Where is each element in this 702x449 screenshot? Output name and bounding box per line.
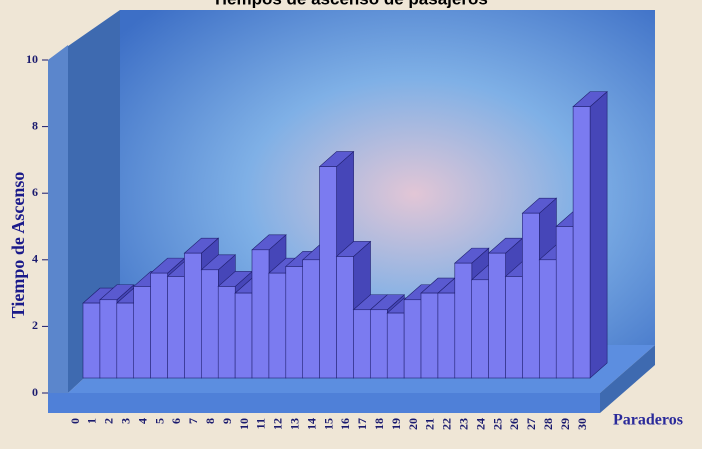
x-tick-label: 13 (287, 418, 301, 430)
y-tick-label: 0 (32, 385, 38, 399)
x-axis-title: Paraderos (613, 412, 683, 429)
x-tick-label: 19 (389, 418, 403, 430)
left-wall-edge (48, 45, 68, 393)
bar (572, 106, 591, 379)
x-tick-label: 5 (152, 418, 166, 424)
bar (319, 166, 337, 379)
x-tick-label: 1 (85, 418, 99, 424)
x-tick-label: 23 (456, 418, 470, 430)
bar (488, 252, 506, 379)
x-tick-label: 25 (490, 418, 504, 430)
x-tick-label: 12 (271, 418, 285, 430)
x-tick-label: 17 (355, 418, 369, 430)
bar-side (589, 90, 608, 379)
y-tick-label: 8 (32, 118, 38, 132)
y-tick-label: 6 (32, 185, 38, 199)
bar (82, 302, 101, 379)
floor-side (600, 345, 655, 413)
bar (369, 309, 388, 379)
bar (133, 286, 151, 379)
x-tick-label: 14 (304, 418, 318, 430)
y-tick-label: 4 (32, 252, 38, 266)
x-tick-label: 3 (118, 418, 132, 424)
bar (99, 299, 118, 379)
x-tick-label: 4 (135, 418, 149, 424)
x-tick-label: 15 (321, 418, 335, 430)
bar (234, 292, 253, 379)
bar (285, 266, 304, 379)
bar (538, 259, 557, 379)
y-tick-label: 10 (26, 52, 38, 66)
x-tick-label: 21 (423, 418, 437, 430)
bar (150, 272, 168, 379)
x-tick-label: 20 (406, 418, 420, 430)
x-tick-label: 8 (203, 418, 217, 424)
x-tick-label: 16 (338, 418, 352, 430)
x-tick-label: 11 (254, 418, 268, 429)
x-tick-label: 22 (440, 418, 454, 430)
bar (522, 212, 540, 379)
bar (201, 269, 219, 379)
x-tick-label: 9 (220, 418, 234, 424)
bar (386, 312, 405, 379)
bar (471, 279, 490, 379)
bar (217, 286, 236, 379)
x-tick-label: 26 (507, 418, 521, 430)
x-tick-label: 24 (473, 418, 487, 430)
bar (336, 256, 354, 379)
bar (555, 226, 574, 379)
x-tick-label: 10 (237, 418, 251, 430)
bar (505, 276, 523, 379)
x-tick-label: 6 (169, 418, 183, 424)
x-tick-label: 27 (524, 418, 538, 430)
x-tick-label: 30 (575, 418, 589, 430)
bar (302, 259, 321, 379)
y-axis-title: Tiempo de Ascenso (8, 172, 28, 319)
bar (116, 302, 135, 379)
bar (353, 309, 371, 379)
bar (454, 262, 473, 379)
x-tick-label: 28 (541, 418, 555, 430)
bar (403, 299, 422, 379)
floor-front (48, 393, 600, 413)
bar (268, 272, 287, 379)
bar (167, 276, 185, 379)
x-tick-label: 2 (102, 418, 116, 424)
bar (184, 252, 202, 379)
bar (251, 249, 270, 379)
x-tick-label: 18 (372, 418, 386, 430)
bar (420, 292, 439, 379)
x-tick-label: 0 (68, 418, 82, 424)
bar (437, 292, 456, 379)
x-tick-label: 29 (558, 418, 572, 430)
x-tick-label: 7 (186, 418, 200, 424)
chart-title: Tiempos de ascenso de pasajeros (212, 0, 488, 8)
y-tick-label: 2 (32, 318, 38, 332)
